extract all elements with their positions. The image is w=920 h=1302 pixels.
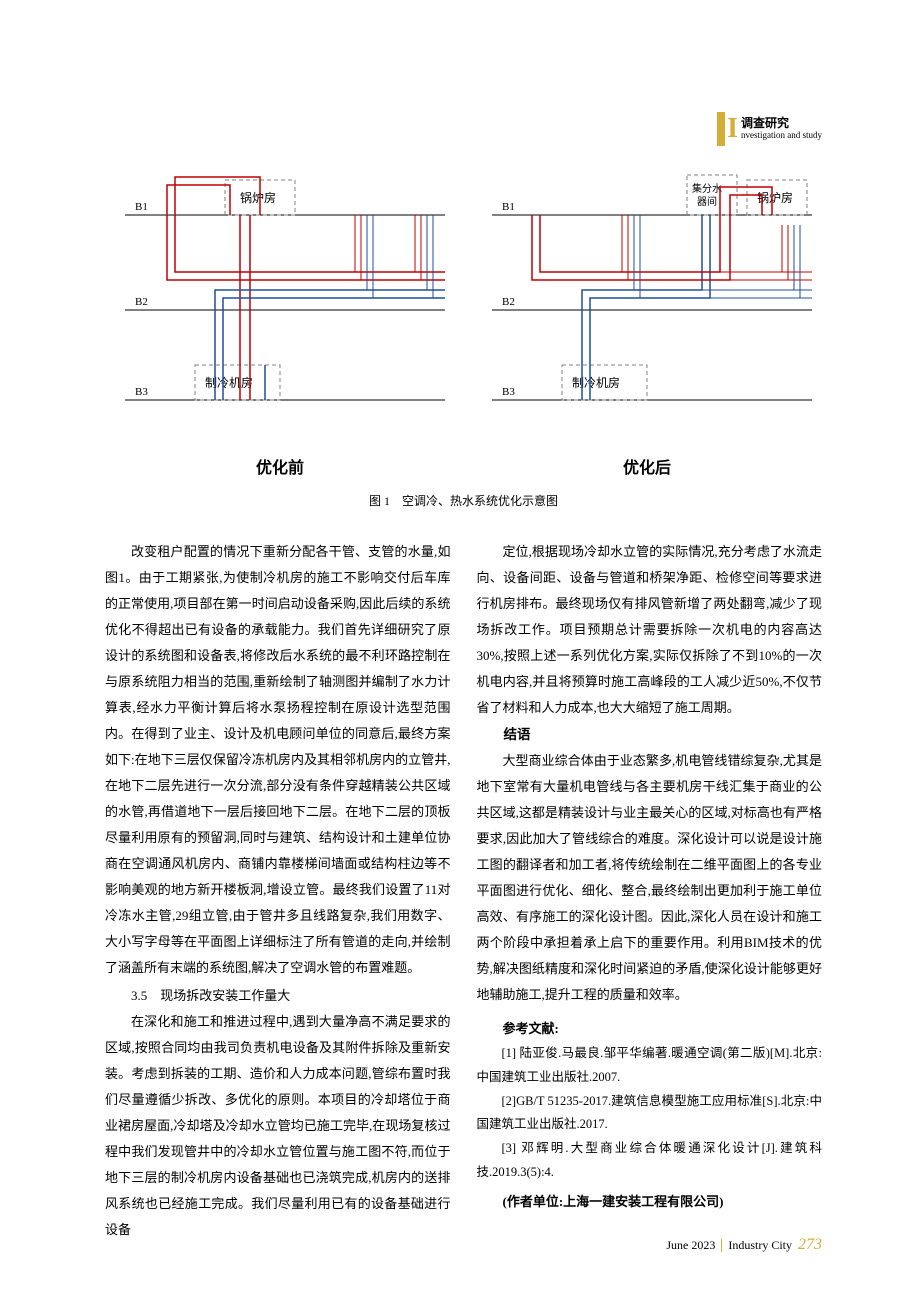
page-number: 273 bbox=[798, 1236, 822, 1254]
diagram-after: B1 B2 B3 集分水 器间 锅炉房 制冷机房 bbox=[472, 165, 822, 478]
svg-text:制冷机房: 制冷机房 bbox=[572, 375, 620, 390]
right-p2: 大型商业综合体由于业态繁多,机电管线错综复杂,尤其是地下室常有大量机电管线与各主… bbox=[477, 748, 823, 1008]
ref-2: [2]GB/T 51235-2017.建筑信息模型施工应用标准[S].北京:中国… bbox=[477, 1090, 823, 1138]
right-column: 定位,根据现场冷却水立管的实际情况,充分考虑了水流走向、设备间距、设备与管道和桥… bbox=[477, 539, 823, 1243]
svg-text:B1: B1 bbox=[135, 201, 148, 213]
footer-date: June 2023 bbox=[666, 1238, 715, 1253]
diagram-after-svg: B1 B2 B3 集分水 器间 锅炉房 制冷机房 bbox=[472, 165, 822, 445]
svg-text:B2: B2 bbox=[502, 296, 515, 308]
left-column: 改变租户配置的情况下重新分配各干管、支管的水量,如图1。由于工期紧张,为使制冷机… bbox=[105, 539, 451, 1243]
right-p1: 定位,根据现场冷却水立管的实际情况,充分考虑了水流走向、设备间距、设备与管道和桥… bbox=[477, 539, 823, 721]
badge-en-text: nvestigation and study bbox=[741, 131, 822, 141]
ref-1: [1] 陆亚俊.马最良.邹平华编著.暖通空调(第二版)[M].北京:中国建筑工业… bbox=[477, 1042, 823, 1090]
svg-text:B1: B1 bbox=[502, 201, 515, 213]
body-columns: 改变租户配置的情况下重新分配各干管、支管的水量,如图1。由于工期紧张,为使制冷机… bbox=[105, 539, 822, 1243]
svg-text:锅炉房: 锅炉房 bbox=[240, 190, 276, 205]
author-unit: (作者单位:上海一建安装工程有限公司) bbox=[477, 1189, 823, 1215]
figure-caption: 图 1 空调冷、热水系统优化示意图 bbox=[105, 492, 822, 509]
svg-text:集分水: 集分水 bbox=[692, 182, 722, 195]
svg-text:制冷机房: 制冷机房 bbox=[205, 375, 253, 390]
svg-text:器间: 器间 bbox=[697, 195, 717, 208]
diagram-before-label: 优化前 bbox=[105, 454, 455, 478]
diagram-before-svg: B1 B2 B3 锅炉房 制冷机房 bbox=[105, 165, 455, 445]
references-title: 参考文献: bbox=[477, 1016, 823, 1042]
svg-text:B3: B3 bbox=[135, 386, 148, 398]
svg-text:B2: B2 bbox=[135, 296, 148, 308]
diagrams-row: B1 B2 B3 锅炉房 制冷机房 bbox=[105, 165, 822, 478]
section-3-5-heading: 3.5 现场拆改安装工作量大 bbox=[105, 983, 451, 1009]
diagram-after-label: 优化后 bbox=[472, 454, 822, 478]
badge-cn-text: 调查研究 bbox=[741, 117, 822, 130]
conclusion-heading: 结语 bbox=[477, 721, 823, 748]
badge-accent-bar bbox=[717, 112, 725, 146]
header-badge: I 调查研究 nvestigation and study bbox=[717, 112, 822, 146]
footer-divider bbox=[721, 1239, 722, 1252]
footer-journal: Industry City bbox=[728, 1238, 792, 1253]
page-footer: June 2023 Industry City 273 bbox=[666, 1236, 822, 1254]
diagram-before: B1 B2 B3 锅炉房 制冷机房 bbox=[105, 165, 455, 478]
svg-text:B3: B3 bbox=[502, 386, 515, 398]
references-block: 参考文献: [1] 陆亚俊.马最良.邹平华编著.暖通空调(第二版)[M].北京:… bbox=[477, 1016, 823, 1185]
left-p1: 改变租户配置的情况下重新分配各干管、支管的水量,如图1。由于工期紧张,为使制冷机… bbox=[105, 539, 451, 981]
ref-3: [3] 邓辉明.大型商业综合体暖通深化设计[J].建筑科技.2019.3(5):… bbox=[477, 1137, 823, 1185]
left-p2: 在深化和施工和推进过程中,遇到大量净高不满足要求的区域,按照合同均由我司负责机电… bbox=[105, 1009, 451, 1243]
badge-letter-i: I bbox=[727, 115, 738, 143]
